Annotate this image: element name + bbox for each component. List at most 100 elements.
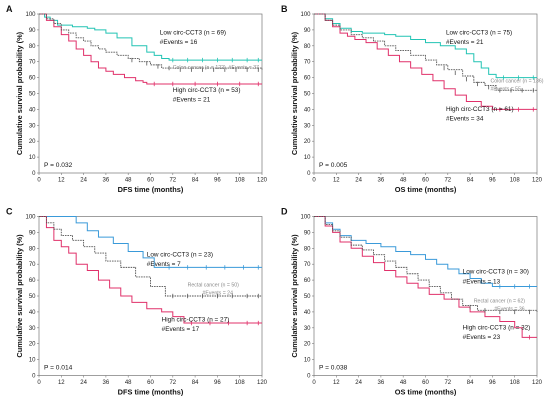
panel-C: C 0 10 20 30 40 50 60 70 80 90 100 0 12 24 36 48 60 72 84 96… [6, 207, 268, 397]
panel-letter: D [281, 207, 288, 217]
y-tick-label: 50 [29, 92, 36, 98]
x-tick-label: 48 [125, 178, 132, 184]
y-axis-label: Cumulative survival probability (%) [290, 234, 299, 358]
x-tick-label: 36 [103, 178, 110, 184]
panel-letter: C [6, 207, 13, 217]
y-tick-label: 30 [29, 326, 36, 332]
y-tick-label: 40 [29, 310, 36, 316]
annotation: High circ-CCT3 (n = 27) [162, 316, 230, 323]
y-tick-label: 70 [304, 60, 311, 66]
annotation: #Events = 7 [147, 261, 181, 268]
plot-frame [313, 13, 538, 174]
y-tick-label: 0 [32, 374, 36, 380]
x-tick-label: 84 [467, 380, 474, 386]
x-tick-label: 36 [103, 380, 110, 386]
panel-B: B 0 10 20 30 40 50 60 70 80 90 100 0 12 24 36 48 60 72 84 96… [281, 4, 544, 194]
survival-curve-1 [39, 13, 262, 85]
x-tick-label: 120 [532, 380, 543, 386]
annotation: High circ-CCT3 (n = 61) [446, 106, 514, 113]
annotation: #Events = 17 [162, 326, 200, 333]
annotation: #Events = 24 [203, 290, 234, 296]
y-tick-label: 10 [29, 155, 36, 161]
y-tick-label: 50 [304, 294, 311, 300]
annotation: Low circ-CCT3 (n = 69) [160, 30, 226, 37]
annotation: Low circ-CCT3 (n = 30) [463, 269, 529, 276]
y-tick-label: 20 [29, 139, 36, 145]
annotation: Colon cancer (n = 136) [491, 78, 544, 84]
x-tick-label: 84 [192, 380, 199, 386]
y-tick-label: 60 [29, 76, 36, 82]
survival-curve-0 [314, 216, 537, 287]
survival-curve-0 [39, 13, 262, 61]
x-tick-label: 60 [147, 178, 154, 184]
y-tick-label: 20 [304, 139, 311, 145]
y-tick-label: 70 [29, 60, 36, 66]
y-tick-label: 50 [29, 294, 36, 300]
x-tick-label: 84 [467, 178, 474, 184]
y-tick-label: 60 [29, 278, 36, 284]
survival-curve-2 [314, 216, 538, 312]
y-tick-label: 50 [304, 92, 311, 98]
annotation: Rectal cancer (n = 50) [188, 282, 239, 288]
y-tick-label: 10 [29, 358, 36, 364]
y-axis-label: Cumulative survival probability (%) [290, 31, 299, 155]
panel-A: A 0 10 20 30 40 50 60 70 80 90 100 0 12 24 36 48 60 72 84 96… [6, 4, 268, 194]
x-tick-label: 60 [147, 380, 154, 386]
annotation: #Events = 55 [491, 86, 522, 92]
annotation: #Events = 34 [446, 116, 484, 123]
annotation: Low circ-CCT3 (n = 23) [147, 251, 213, 258]
y-axis-label: Cumulative survival probability (%) [15, 31, 24, 155]
x-tick-label: 108 [510, 380, 521, 386]
annotation: High circ-CCT3 (n = 53) [173, 87, 241, 94]
y-tick-label: 100 [25, 12, 36, 18]
y-tick-label: 70 [304, 262, 311, 268]
y-tick-label: 80 [304, 44, 311, 50]
x-tick-label: 60 [422, 380, 429, 386]
x-tick-label: 24 [80, 380, 87, 386]
x-tick-label: 96 [489, 178, 496, 184]
x-tick-label: 120 [257, 178, 268, 184]
x-tick-label: 48 [125, 380, 132, 386]
y-tick-label: 30 [29, 123, 36, 129]
annotation: Colon cancer (n = 122), #Events = 37 [173, 65, 259, 71]
plot-frame [313, 216, 538, 376]
y-axis-label: Cumulative survival probability (%) [15, 234, 24, 358]
p-value: P = 0.032 [44, 162, 73, 169]
x-tick-label: 108 [235, 178, 246, 184]
x-tick-label: 12 [333, 178, 340, 184]
x-tick-label: 0 [37, 178, 41, 184]
x-axis-label: OS time (months) [395, 388, 457, 397]
y-tick-label: 90 [304, 230, 311, 236]
annotation: #Events = 16 [160, 39, 198, 46]
x-axis-label: DFS time (months) [118, 388, 184, 397]
y-tick-label: 60 [304, 76, 311, 82]
x-tick-label: 12 [58, 380, 65, 386]
y-tick-label: 100 [25, 215, 36, 221]
x-tick-label: 24 [355, 380, 362, 386]
x-tick-label: 36 [378, 178, 385, 184]
y-tick-label: 30 [304, 123, 311, 129]
survival-curve-1 [39, 216, 262, 324]
x-tick-label: 12 [333, 380, 340, 386]
y-tick-label: 0 [307, 374, 311, 380]
y-tick-label: 90 [29, 28, 36, 34]
survival-curve-2 [39, 216, 262, 297]
survival-curve-2 [39, 13, 263, 70]
annotation: #Events = 13 [463, 278, 501, 285]
survival-curve-1 [314, 13, 537, 110]
y-tick-label: 70 [29, 262, 36, 268]
x-tick-label: 120 [257, 380, 268, 386]
x-tick-label: 96 [214, 178, 221, 184]
x-tick-label: 24 [355, 178, 362, 184]
y-tick-label: 40 [29, 107, 36, 113]
x-tick-label: 84 [192, 178, 199, 184]
x-axis-label: OS time (months) [395, 185, 457, 194]
x-tick-label: 60 [422, 178, 429, 184]
y-tick-label: 30 [304, 326, 311, 332]
annotation: #Events = 21 [173, 96, 211, 103]
y-tick-label: 10 [304, 358, 311, 364]
survival-curve-1 [314, 216, 537, 338]
x-tick-label: 72 [444, 380, 451, 386]
